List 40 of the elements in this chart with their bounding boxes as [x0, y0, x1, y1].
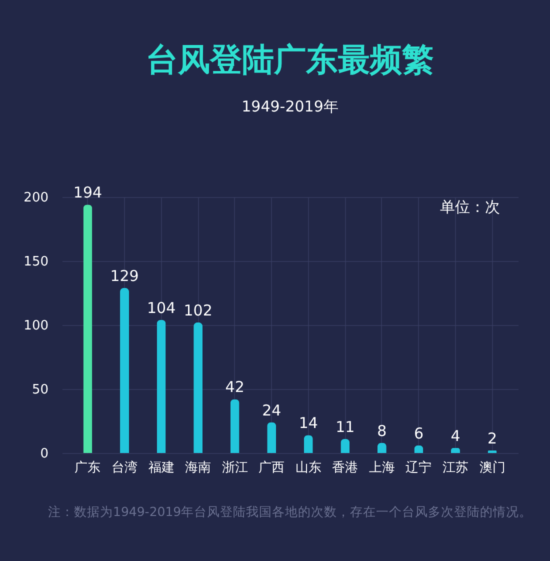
data-label: 194 — [73, 184, 102, 202]
data-label: 24 — [262, 401, 282, 420]
x-tick-label: 香港 — [332, 460, 358, 476]
text: 注：数据为1949-2019年台风登陆我国各地的次数，存在一个台风多次登陆的情况。 — [48, 503, 534, 520]
x-tick-label: 广西 — [258, 460, 285, 476]
x-tick-label: 台湾 — [112, 460, 138, 476]
x-tick-label: 江苏 — [442, 460, 468, 476]
bar — [83, 204, 92, 453]
bar — [120, 288, 130, 453]
x-tick-label: 福建 — [148, 460, 174, 476]
y-tick-label: 200 — [24, 190, 48, 206]
data-label: 4 — [450, 426, 460, 445]
y-tick-label: 50 — [32, 382, 48, 398]
data-label: 102 — [184, 301, 212, 320]
data-label: 6 — [414, 424, 424, 442]
y-tick-label: 150 — [24, 254, 48, 270]
x-tick-label: 海南 — [185, 460, 212, 476]
data-label: 14 — [298, 414, 318, 432]
x-tick-label: 上海 — [368, 460, 395, 476]
bar — [156, 320, 166, 453]
annotation: 单位：次 — [440, 198, 500, 217]
bar — [194, 322, 203, 453]
y-tick-label: 0 — [40, 446, 48, 462]
data-label: 104 — [146, 298, 176, 317]
data-label: 129 — [110, 266, 139, 285]
x-tick-label: 澳门 — [479, 460, 506, 476]
data-label: 11 — [336, 418, 355, 436]
x-tick-label: 山东 — [295, 460, 322, 476]
bar — [230, 399, 240, 453]
bar — [488, 450, 497, 453]
chart-subtitle: 1949-2019年 — [242, 98, 338, 116]
x-tick-label: 浙江 — [222, 460, 248, 476]
x-tick-label: 广东 — [74, 460, 101, 476]
data-label: 42 — [225, 378, 244, 396]
y-tick-label: 100 — [24, 318, 48, 334]
data-label: 8 — [377, 422, 387, 440]
x-tick-label: 辽宁 — [406, 460, 432, 476]
chart-title: 台风登陆广东最频繁 — [146, 40, 434, 79]
data-label: 2 — [487, 429, 498, 448]
bar — [267, 422, 276, 453]
